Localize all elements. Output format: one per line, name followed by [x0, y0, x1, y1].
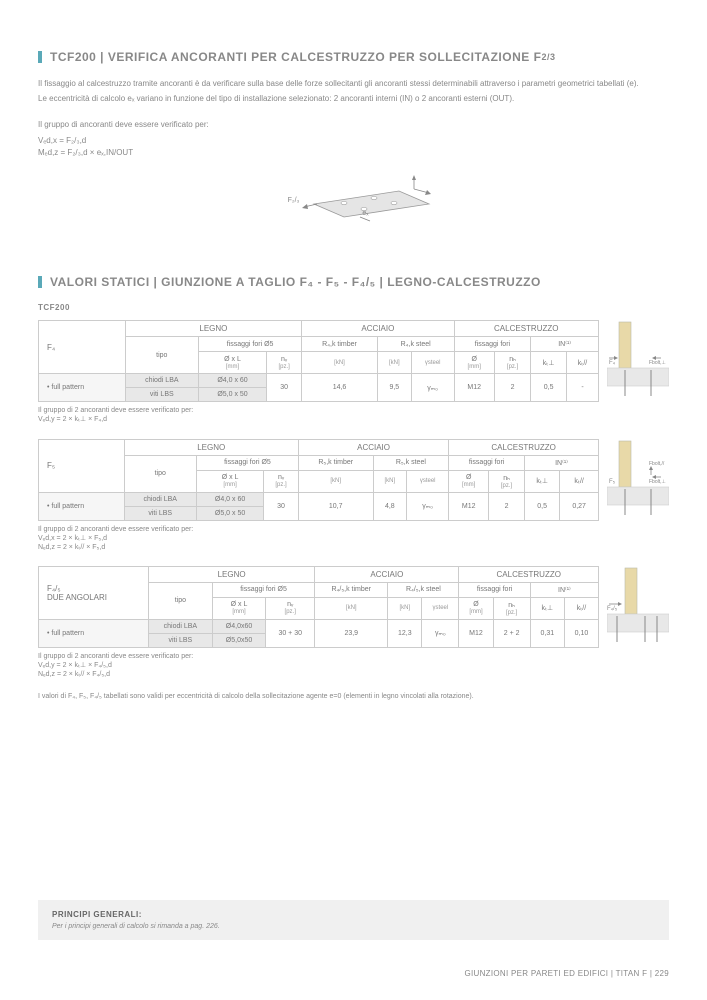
h-tipo: tipo: [125, 337, 198, 374]
u-kn: [kN]: [302, 352, 378, 374]
intro-text: Il fissaggio al calcestruzzo tramite anc…: [38, 78, 669, 104]
t3-note: Il gruppo di 2 ancoranti deve essere ver…: [38, 652, 669, 679]
nh: 2: [494, 374, 530, 402]
h-fissaggi5: fissaggi fori Ø5: [199, 337, 302, 352]
h-o: Ø: [471, 356, 476, 363]
h-legno: LEGNO: [125, 321, 302, 337]
table-f5: F₅ LEGNO ACCIAIO CALCESTRUZZO tipo fissa…: [38, 439, 599, 521]
section1-title-text: TCF200 | VERIFICA ANCORANTI PER CALCESTR…: [50, 50, 541, 64]
u-mm2: [mm]: [468, 364, 481, 370]
o: M12: [454, 374, 494, 402]
table-f45: F₄/₅DUE ANGOLARI LEGNO ACCIAIO CALCESTRU…: [38, 566, 599, 648]
bottom-note: I valori di F₄, F₅, F₄/₅ tabellati sono …: [38, 693, 669, 700]
f45-header: F₄/₅DUE ANGOLARI: [39, 566, 149, 619]
section2-title-text: VALORI STATICI | GIUNZIONE A TAGLIO F₄ -…: [50, 275, 541, 289]
h-fissaggi: fissaggi fori: [454, 337, 531, 352]
svg-text:F₄/₅: F₄/₅: [607, 606, 618, 612]
section1-title: TCF200 | VERIFICA ANCORANTI PER CALCESTR…: [38, 50, 669, 64]
u-mm: [mm]: [226, 364, 239, 370]
table-f4: F₄ LEGNO ACCIAIO CALCESTRUZZO tipo fissa…: [38, 320, 599, 402]
rks: 9,5: [377, 374, 411, 402]
diagram-label-f: F₂/₃: [0, 197, 609, 204]
side-diagram-f5: F₅ Fbolt,// Fbolt,⊥: [607, 439, 669, 517]
side-diagram-f45: F₄/₅: [607, 566, 669, 644]
h-in1: IN⁽¹⁾: [531, 337, 599, 352]
h-ktpar: kₜ//: [567, 352, 599, 374]
t2-note: Il gruppo di 2 ancoranti deve essere ver…: [38, 525, 669, 552]
accent-bar: [38, 51, 42, 63]
page-footer: GIUNZIONI PER PARETI ED EDIFICI | TITAN …: [464, 969, 669, 978]
r1-oxl: Ø4,0 x 60: [199, 374, 267, 388]
r1-tipo: chiodi LBA: [125, 374, 198, 388]
table-f4-wrap: F₄ LEGNO ACCIAIO CALCESTRUZZO tipo fissa…: [38, 320, 669, 402]
t1-note: Il gruppo di 2 ancoranti deve essere ver…: [38, 406, 669, 424]
svg-text:Fbolt,⊥: Fbolt,⊥: [649, 360, 666, 366]
h-calc: CALCESTRUZZO: [454, 321, 598, 337]
h-r4kt: R₄,k timber: [302, 337, 378, 352]
f5-header: F₅: [39, 439, 125, 492]
t1-note-l1: Il gruppo di 2 ancoranti deve essere ver…: [38, 406, 669, 415]
accent-bar: [38, 276, 42, 288]
h-ysteel: γsteel: [411, 352, 454, 374]
formula-2: Mₑd,z = F₂/₃,d × eₓ,IN/OUT: [38, 147, 669, 159]
sub-heading: Il gruppo di ancoranti deve essere verif…: [38, 120, 669, 129]
section1-title-sub: 2/3: [541, 52, 555, 62]
r2-oxl: Ø5,0 x 50: [199, 388, 267, 402]
u-pz: [pz.]: [278, 364, 289, 370]
table-f45-wrap: F₄/₅DUE ANGOLARI LEGNO ACCIAIO CALCESTRU…: [38, 566, 669, 648]
formulas: Vₑd,x = F₂/₃,d Mₑd,z = F₂/₃,d × eₓ,IN/OU…: [38, 135, 669, 159]
u-pz2: [pz.]: [507, 364, 518, 370]
table-f5-wrap: F₅ LEGNO ACCIAIO CALCESTRUZZO tipo fissa…: [38, 439, 669, 521]
ktpar: -: [567, 374, 599, 402]
h-nh: nₕ: [509, 356, 516, 363]
h-ktperp: kₜ⊥: [531, 352, 567, 374]
h-acciaio: ACCIAIO: [302, 321, 454, 337]
section2-subtitle: TCF200: [38, 303, 669, 312]
ys: γₘ₀: [411, 374, 454, 402]
f4-header: F₄: [39, 321, 126, 374]
intro-p1: Il fissaggio al calcestruzzo tramite anc…: [38, 78, 669, 89]
svg-text:Fbolt,⊥: Fbolt,⊥: [649, 479, 666, 485]
t1-note-l2: Vₑd,y = 2 × kₜ⊥ × F₄,d: [38, 415, 669, 424]
pattern: • full pattern: [39, 374, 126, 402]
principi-title: PRINCIPI GENERALI:: [52, 910, 655, 919]
svg-text:Fbolt,//: Fbolt,//: [649, 461, 665, 467]
intro-p2: Le eccentricità di calcolo eₓ variano in…: [38, 93, 669, 104]
h-r4ks: R₄,k steel: [377, 337, 454, 352]
nv: 30: [267, 374, 302, 402]
principi-text: Per i principi generali di calcolo si ri…: [52, 923, 655, 930]
svg-text:F₄: F₄: [609, 360, 616, 366]
plate-diagram: F₂/₃ eₓ: [38, 169, 669, 255]
diagram-label-ey: eₓ: [50, 210, 681, 217]
u-kn2: [kN]: [377, 352, 411, 374]
ktp: 0,5: [531, 374, 567, 402]
r2-tipo: viti LBS: [125, 388, 198, 402]
side-diagram-f4: F₄ Fbolt,⊥: [607, 320, 669, 398]
formula-1: Vₑd,x = F₂/₃,d: [38, 135, 669, 147]
svg-text:F₅: F₅: [609, 479, 616, 485]
h-oxl: Ø x L: [224, 356, 241, 363]
rkt: 14,6: [302, 374, 378, 402]
section2-title: VALORI STATICI | GIUNZIONE A TAGLIO F₄ -…: [38, 275, 669, 289]
h-nv: nᵥ: [281, 356, 287, 363]
principi-box: PRINCIPI GENERALI: Per i principi genera…: [38, 900, 669, 940]
